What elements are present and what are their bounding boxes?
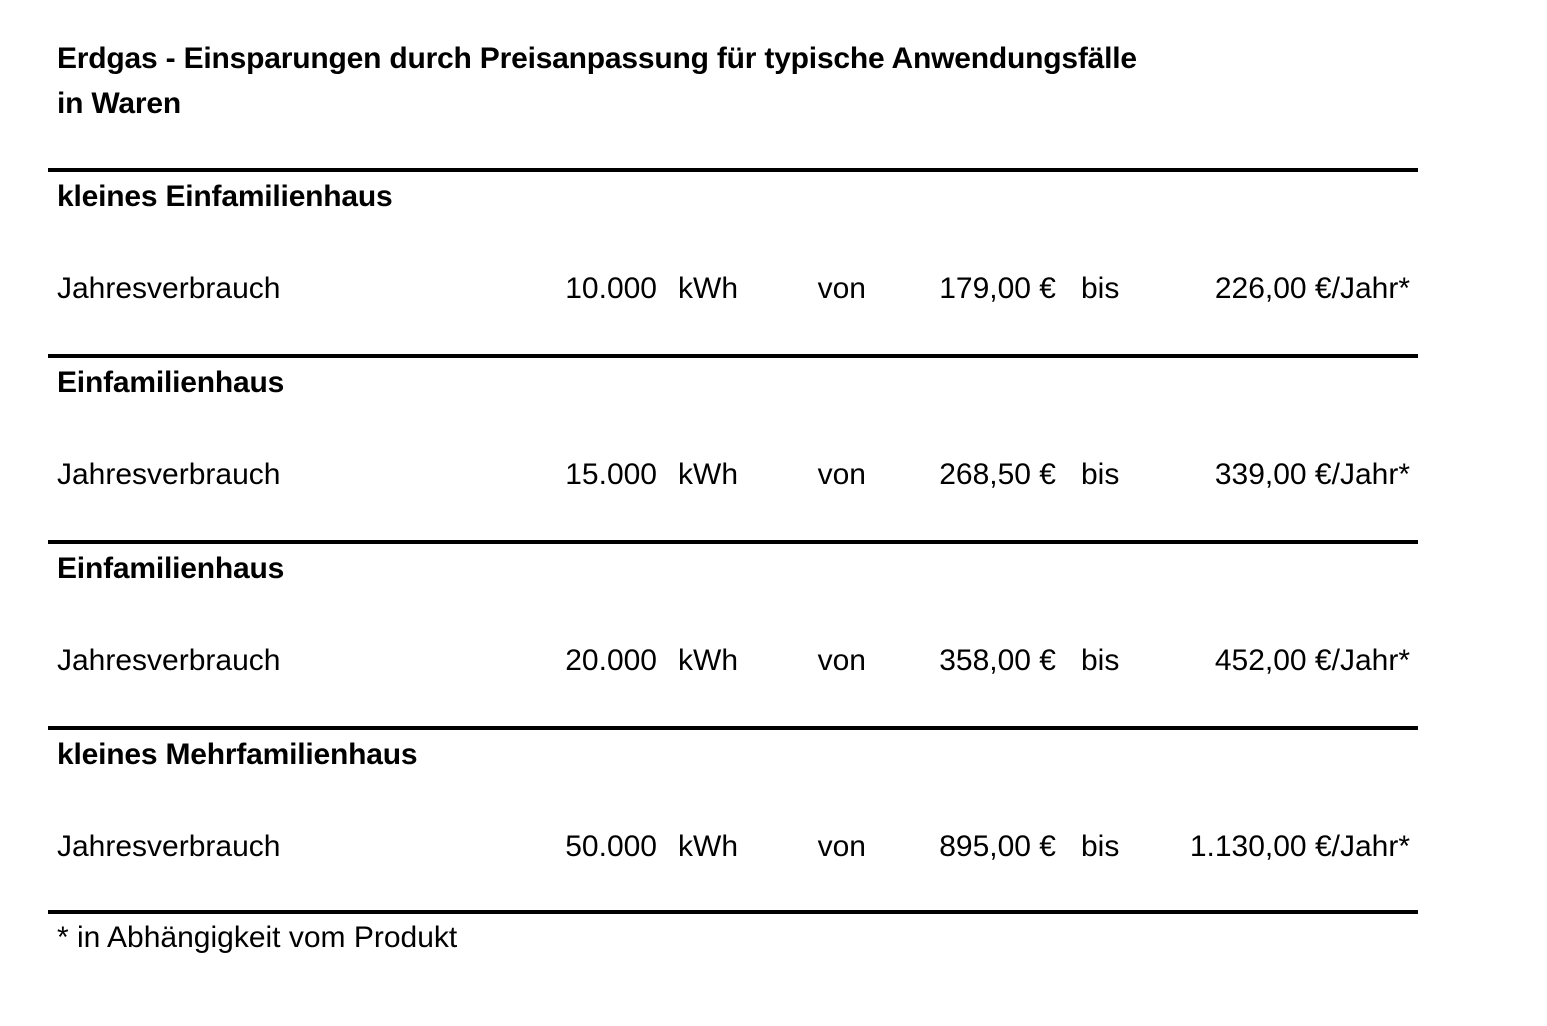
footnote: * in Abhängigkeit vom Produkt xyxy=(48,910,1418,955)
consumption-unit: kWh xyxy=(678,272,738,305)
consumption-unit: kWh xyxy=(678,830,738,863)
to-value: 1.130,00 €/Jahr* xyxy=(1189,830,1410,863)
pricing-table: kleines Einfamilienhaus Jahresverbrauch … xyxy=(48,168,1418,955)
row-label: Jahresverbrauch xyxy=(57,458,281,491)
to-word: bis xyxy=(1081,830,1120,863)
table-row: Jahresverbrauch 15.000 kWh von 268,50 € … xyxy=(57,459,1410,491)
table-section-einfamilienhaus-20000: Einfamilienhaus Jahresverbrauch 20.000 k… xyxy=(48,540,1418,726)
table-row: Jahresverbrauch 10.000 kWh von 179,00 € … xyxy=(57,273,1410,305)
section-header: kleines Mehrfamilienhaus xyxy=(57,738,418,771)
title-line-2: in Waren xyxy=(57,87,181,120)
table-section-kleines-einfamilienhaus: kleines Einfamilienhaus Jahresverbrauch … xyxy=(48,168,1418,354)
consumption-value: 10.000 xyxy=(565,272,657,305)
table-row: Jahresverbrauch 50.000 kWh von 895,00 € … xyxy=(57,831,1410,863)
to-word: bis xyxy=(1081,644,1120,677)
table-section-kleines-mehrfamilienhaus: kleines Mehrfamilienhaus Jahresverbrauch… xyxy=(48,726,1418,910)
to-value: 452,00 €/Jahr* xyxy=(1214,644,1410,677)
consumption-value: 15.000 xyxy=(565,458,657,491)
to-value: 226,00 €/Jahr* xyxy=(1214,272,1410,305)
from-word: von xyxy=(817,272,866,305)
consumption-value: 20.000 xyxy=(565,644,657,677)
title-line-1: Erdgas - Einsparungen durch Preisanpassu… xyxy=(57,42,1137,75)
consumption-unit: kWh xyxy=(678,644,738,677)
from-word: von xyxy=(817,644,866,677)
table-row: Jahresverbrauch 20.000 kWh von 358,00 € … xyxy=(57,645,1410,677)
from-value: 358,00 € xyxy=(939,644,1056,677)
from-value: 179,00 € xyxy=(939,272,1056,305)
section-header: Einfamilienhaus xyxy=(57,552,285,585)
to-word: bis xyxy=(1081,272,1120,305)
row-label: Jahresverbrauch xyxy=(57,830,281,863)
section-header: kleines Einfamilienhaus xyxy=(57,180,393,213)
from-word: von xyxy=(817,830,866,863)
to-word: bis xyxy=(1081,458,1120,491)
row-label: Jahresverbrauch xyxy=(57,644,281,677)
row-label: Jahresverbrauch xyxy=(57,272,281,305)
table-section-einfamilienhaus-15000: Einfamilienhaus Jahresverbrauch 15.000 k… xyxy=(48,354,1418,540)
from-value: 268,50 € xyxy=(939,458,1056,491)
to-value: 339,00 €/Jahr* xyxy=(1214,458,1410,491)
from-word: von xyxy=(817,458,866,491)
consumption-unit: kWh xyxy=(678,458,738,491)
document-title: Erdgas - Einsparungen durch Preisanpassu… xyxy=(57,36,1137,126)
consumption-value: 50.000 xyxy=(565,830,657,863)
section-header: Einfamilienhaus xyxy=(57,366,285,399)
from-value: 895,00 € xyxy=(939,830,1056,863)
